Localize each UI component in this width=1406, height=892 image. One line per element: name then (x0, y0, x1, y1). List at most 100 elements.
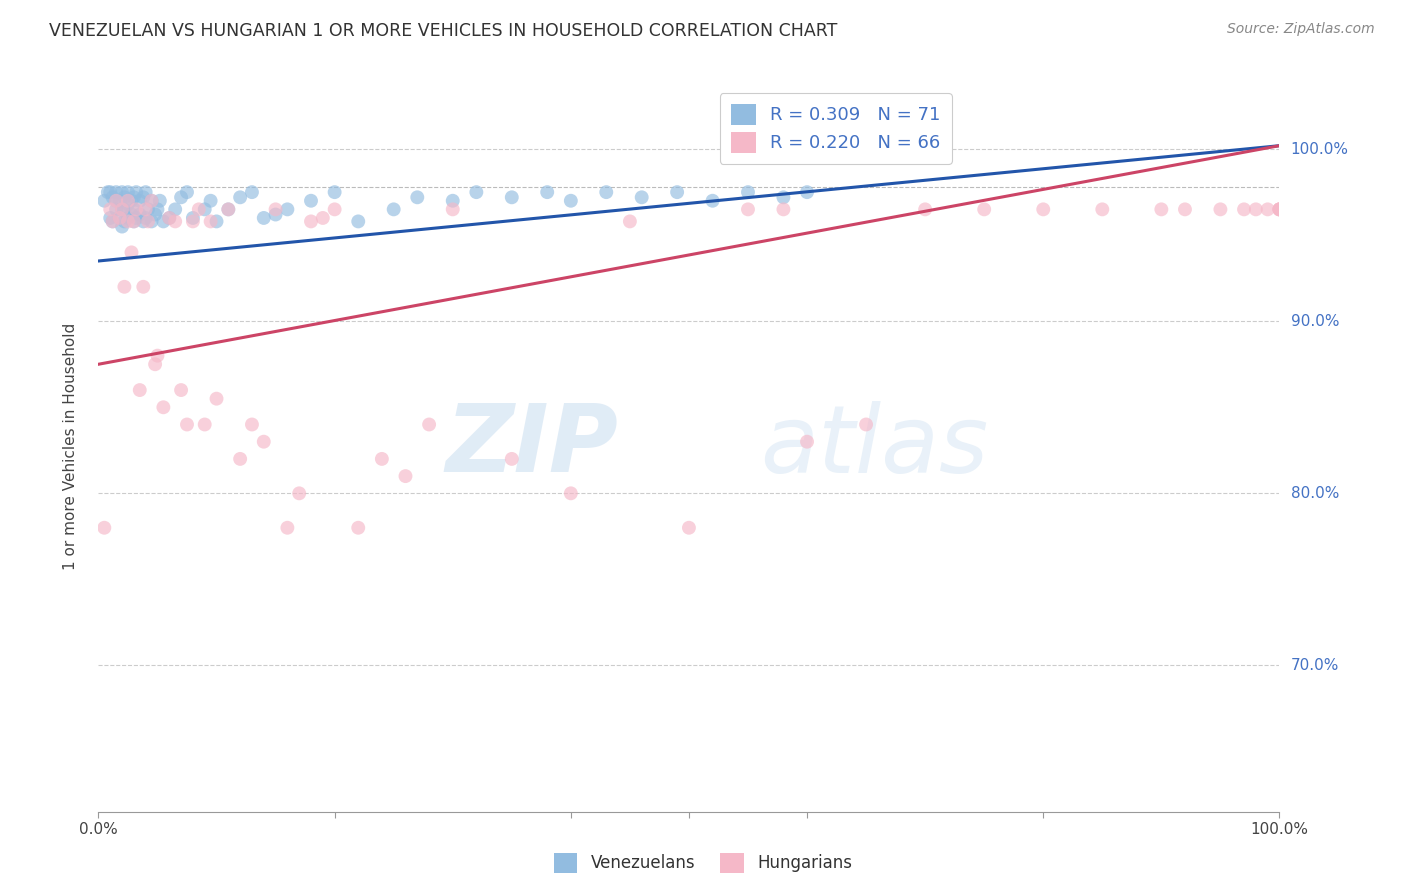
Point (108, 211, 131, 225)
Point (136, 202, 159, 217)
Point (105, 202, 128, 217)
Point (117, 194, 139, 208)
Point (125, 211, 148, 225)
Point (973, 202, 995, 217)
Text: Source: ZipAtlas.com: Source: ZipAtlas.com (1227, 22, 1375, 37)
Legend: R = 0.309   N = 71, R = 0.220   N = 66: R = 0.309 N = 71, R = 0.220 N = 66 (720, 93, 952, 163)
Point (136, 214, 159, 228)
Point (253, 434, 276, 449)
Point (347, 521, 370, 535)
Point (112, 214, 135, 228)
Point (299, 214, 322, 228)
Point (240, 185, 263, 199)
Point (288, 486, 311, 500)
Point (441, 202, 464, 217)
Point (128, 194, 150, 208)
Point (132, 214, 155, 228)
Point (200, 194, 222, 208)
Point (105, 194, 128, 208)
Point (394, 469, 416, 483)
Point (200, 214, 222, 228)
Point (121, 207, 143, 221)
Point (122, 214, 145, 228)
Point (536, 185, 558, 199)
Y-axis label: 1 or more Vehicles in Household: 1 or more Vehicles in Household (63, 322, 77, 570)
Point (112, 190, 135, 204)
Point (157, 211, 180, 225)
Point (112, 202, 135, 217)
Point (152, 214, 174, 228)
Point (122, 190, 145, 204)
Point (122, 214, 145, 228)
Point (914, 202, 936, 217)
Point (146, 202, 169, 217)
Point (111, 219, 134, 234)
Point (170, 383, 193, 397)
Point (217, 202, 239, 217)
Point (1233, 202, 1256, 217)
Point (501, 190, 523, 204)
Point (111, 202, 134, 217)
Point (146, 349, 169, 363)
Point (149, 194, 172, 208)
Point (194, 417, 217, 432)
Point (630, 190, 652, 204)
Point (170, 190, 193, 204)
Point (98, 202, 121, 217)
Point (143, 207, 166, 221)
Text: ZIP: ZIP (446, 400, 619, 492)
Point (205, 392, 228, 406)
Point (117, 185, 139, 199)
Point (117, 214, 139, 228)
Text: 70.0%: 70.0% (1291, 658, 1339, 673)
Point (465, 185, 488, 199)
Point (1150, 202, 1173, 217)
Point (264, 207, 287, 221)
Point (135, 211, 157, 225)
Point (132, 280, 155, 294)
Point (1174, 202, 1197, 217)
Text: 80.0%: 80.0% (1291, 486, 1339, 500)
Point (194, 202, 217, 217)
Point (323, 185, 346, 199)
Point (165, 214, 187, 228)
Text: VENEZUELAN VS HUNGARIAN 1 OR MORE VEHICLES IN HOUSEHOLD CORRELATION CHART: VENEZUELAN VS HUNGARIAN 1 OR MORE VEHICL… (49, 22, 838, 40)
Point (560, 486, 582, 500)
Point (141, 214, 163, 228)
Point (406, 190, 429, 204)
Point (117, 211, 139, 225)
Point (101, 190, 124, 204)
Point (501, 451, 523, 466)
Point (678, 521, 700, 535)
Point (229, 190, 252, 204)
Point (772, 190, 794, 204)
Point (323, 202, 346, 217)
Point (382, 202, 405, 217)
Point (217, 202, 239, 217)
Point (141, 194, 163, 208)
Point (1244, 202, 1267, 217)
Point (796, 185, 818, 199)
Point (111, 185, 134, 199)
Point (101, 214, 124, 228)
Point (619, 214, 641, 228)
Point (135, 185, 157, 199)
Point (1091, 202, 1114, 217)
Point (737, 202, 759, 217)
Point (1268, 202, 1291, 217)
Point (128, 207, 150, 221)
Point (1268, 202, 1291, 217)
Text: atlas: atlas (759, 401, 988, 491)
Point (141, 194, 163, 208)
Point (121, 245, 143, 260)
Point (855, 417, 877, 432)
Point (796, 434, 818, 449)
Point (111, 202, 134, 217)
Point (702, 194, 724, 208)
Point (441, 194, 464, 208)
Point (1268, 202, 1291, 217)
Point (105, 185, 128, 199)
Point (176, 185, 198, 199)
Point (93, 194, 115, 208)
Point (152, 401, 174, 415)
